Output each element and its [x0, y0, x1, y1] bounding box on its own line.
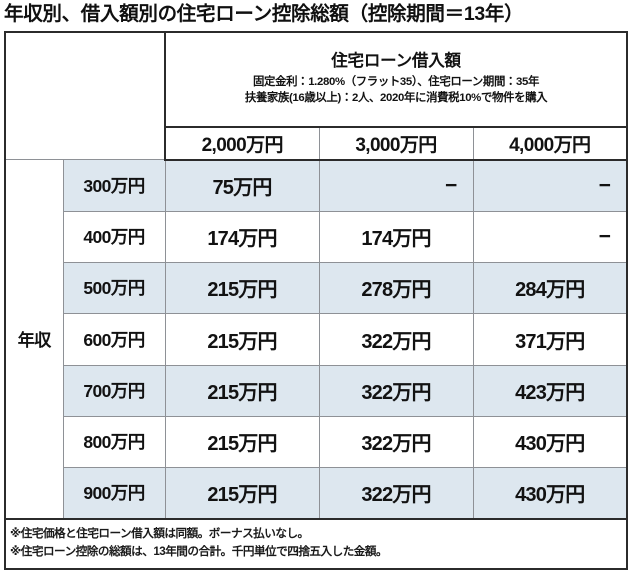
row-axis-label: 年収: [5, 160, 63, 519]
row-header-800: 800万円: [63, 416, 165, 467]
table-body: 住宅ローン借入額 固定金利：1.280%（フラット35）、住宅ローン期間：35年…: [5, 32, 627, 570]
table-footnotes-row: ※住宅価格と住宅ローン借入額は同額。ボーナス払いなし。 ※住宅ローン控除の総額は…: [5, 519, 627, 570]
cell-700-2000: 215万円: [165, 365, 319, 416]
row-header-400: 400万円: [63, 211, 165, 262]
cell-800-4000: 430万円: [473, 416, 627, 467]
column-header-2000: 2,000万円: [165, 127, 319, 160]
column-header-3000: 3,000万円: [319, 127, 473, 160]
cell-900-2000: 215万円: [165, 467, 319, 519]
table-row: 800万円 215万円 322万円 430万円: [5, 416, 627, 467]
cell-800-2000: 215万円: [165, 416, 319, 467]
table-row: 900万円 215万円 322万円 430万円: [5, 467, 627, 519]
page-title: 年収別、借入額別の住宅ローン控除総額（控除期間＝13年）: [0, 0, 630, 25]
column-group-note-2: 扶養家族(16歳以上)：2人、2020年に消費税10%で物件を購入: [172, 90, 620, 106]
cell-500-2000: 215万円: [165, 262, 319, 313]
table-row: 年収 300万円 75万円 − −: [5, 160, 627, 212]
column-header-4000: 4,000万円: [473, 127, 627, 160]
footnote-2: ※住宅ローン控除の総額は、13年間の合計。千円単位で四捨五入した金額。: [10, 543, 626, 562]
row-header-300: 300万円: [63, 160, 165, 212]
cell-600-2000: 215万円: [165, 313, 319, 365]
cell-600-4000: 371万円: [473, 313, 627, 365]
column-group-title: 住宅ローン借入額: [172, 51, 620, 72]
table-row: 600万円 215万円 322万円 371万円: [5, 313, 627, 365]
table-row: 700万円 215万円 322万円 423万円: [5, 365, 627, 416]
cell-600-3000: 322万円: [319, 313, 473, 365]
table-container: 住宅ローン借入額 固定金利：1.280%（フラット35）、住宅ローン期間：35年…: [0, 31, 630, 570]
cell-500-3000: 278万円: [319, 262, 473, 313]
column-group-note-1: 固定金利：1.280%（フラット35）、住宅ローン期間：35年: [172, 74, 620, 90]
row-header-900: 900万円: [63, 467, 165, 519]
page-root: 年収別、借入額別の住宅ローン控除総額（控除期間＝13年） 住宅ローン借入額 固定…: [0, 0, 630, 537]
row-header-500: 500万円: [63, 262, 165, 313]
cell-400-3000: 174万円: [319, 211, 473, 262]
cell-300-3000: −: [319, 160, 473, 212]
cell-400-4000: −: [473, 211, 627, 262]
cell-500-4000: 284万円: [473, 262, 627, 313]
cell-800-3000: 322万円: [319, 416, 473, 467]
cell-700-3000: 322万円: [319, 365, 473, 416]
housing-loan-deduction-table: 住宅ローン借入額 固定金利：1.280%（フラット35）、住宅ローン期間：35年…: [4, 31, 628, 570]
footnote-1: ※住宅価格と住宅ローン借入額は同額。ボーナス払いなし。: [10, 525, 626, 544]
footnotes-cell: ※住宅価格と住宅ローン借入額は同額。ボーナス払いなし。 ※住宅ローン控除の総額は…: [5, 519, 627, 570]
table-header-group-row: 住宅ローン借入額 固定金利：1.280%（フラット35）、住宅ローン期間：35年…: [5, 32, 627, 127]
cell-700-4000: 423万円: [473, 365, 627, 416]
table-corner-cell: [5, 32, 165, 160]
column-group-header: 住宅ローン借入額 固定金利：1.280%（フラット35）、住宅ローン期間：35年…: [165, 32, 627, 127]
row-header-700: 700万円: [63, 365, 165, 416]
cell-300-4000: −: [473, 160, 627, 212]
row-header-600: 600万円: [63, 313, 165, 365]
table-row: 500万円 215万円 278万円 284万円: [5, 262, 627, 313]
cell-900-4000: 430万円: [473, 467, 627, 519]
cell-400-2000: 174万円: [165, 211, 319, 262]
cell-900-3000: 322万円: [319, 467, 473, 519]
table-row: 400万円 174万円 174万円 −: [5, 211, 627, 262]
cell-300-2000: 75万円: [165, 160, 319, 212]
